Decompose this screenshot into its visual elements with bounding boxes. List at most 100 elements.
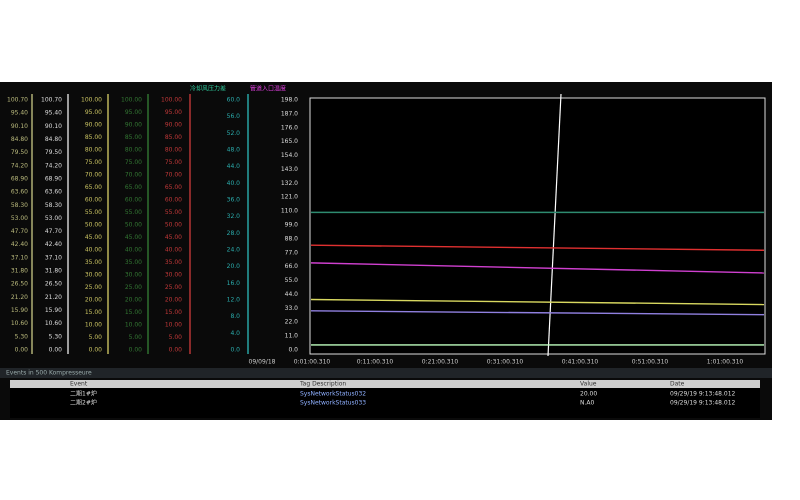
- axis-label: 187.0: [281, 110, 298, 117]
- axis-label: 53.00: [45, 215, 62, 222]
- table-cell: SysNetworkStatus033: [300, 400, 366, 407]
- axis-label: 90.00: [165, 122, 182, 129]
- axis-label: 100.70: [41, 97, 62, 104]
- axis-label: 33.0: [285, 305, 299, 312]
- table-cell: 二期2#炉: [70, 399, 97, 407]
- axis-label: 45.00: [85, 234, 102, 241]
- axis-label: 11.0: [285, 333, 299, 340]
- x-tick-label: 0:31:00.310: [487, 359, 524, 366]
- axis-label: 95.40: [45, 110, 62, 117]
- axis-label: 63.60: [11, 189, 28, 196]
- axis-label: 100.00: [81, 97, 102, 104]
- axis-label: 35.00: [85, 259, 102, 266]
- axis-label: 5.00: [129, 334, 143, 341]
- axis-label: 5.30: [49, 333, 63, 340]
- axis-label: 31.80: [11, 268, 28, 275]
- axis-label: 100.00: [121, 97, 142, 104]
- table-body: [10, 388, 760, 418]
- table-cell: 09/29/19 9:13:48.012: [670, 391, 736, 398]
- axis-label: 5.00: [169, 334, 183, 341]
- axis-label: 0.0: [288, 347, 298, 354]
- axis-label: 25.00: [85, 284, 102, 291]
- axis-label: 15.90: [45, 307, 62, 314]
- x-tick-label: 1:01:00.310: [707, 359, 744, 366]
- axis-label: 30.00: [85, 272, 102, 279]
- x-tick-label: 0:11:00.310: [357, 359, 394, 366]
- axis-label: 42.40: [11, 241, 28, 248]
- axis-label: 0.0: [230, 347, 240, 354]
- axis-label: 47.70: [11, 228, 28, 235]
- axis-label: 88.0: [285, 235, 299, 242]
- axis-label: 10.00: [85, 322, 102, 329]
- table-header-bar: [10, 380, 760, 388]
- axis-label: 176.0: [281, 124, 298, 131]
- axis-label: 95.00: [125, 109, 142, 116]
- axis-label: 37.10: [45, 254, 62, 261]
- axis-label: 5.30: [15, 333, 29, 340]
- axis-label: 55.00: [125, 209, 142, 216]
- axis-label: 77.0: [285, 249, 299, 256]
- axis-label: 55.00: [85, 209, 102, 216]
- trend-line: [310, 310, 765, 316]
- table-header: Value: [580, 381, 597, 388]
- axis-label: 0.00: [15, 347, 29, 354]
- axis-label: 58.30: [45, 202, 62, 209]
- trend-line: [310, 262, 765, 274]
- axis-label: 44.0: [285, 291, 299, 298]
- axis-label: 45.00: [125, 234, 142, 241]
- axis-label: 20.00: [125, 297, 142, 304]
- axis-label: 95.00: [85, 109, 102, 116]
- axis-label: 65.00: [125, 184, 142, 191]
- axis-label: 4.0: [230, 330, 240, 337]
- axis-label: 12.0: [227, 297, 241, 304]
- axis-label: 80.00: [125, 147, 142, 154]
- plot-area: [309, 97, 766, 355]
- axis-label: 100.00: [161, 97, 182, 104]
- axis-label: 110.0: [281, 208, 298, 215]
- axis-label: 95.00: [165, 109, 182, 116]
- axis-label: 30.00: [125, 272, 142, 279]
- axis-label: 95.40: [11, 110, 28, 117]
- axis-label: 50.00: [85, 222, 102, 229]
- axis-label: 10.00: [125, 322, 142, 329]
- axis-label: 70.00: [125, 172, 142, 179]
- axis-label: 40.00: [125, 247, 142, 254]
- legend-label: 冷却风压力差: [190, 85, 226, 93]
- axis-label: 20.00: [165, 297, 182, 304]
- axis-label: 80.00: [85, 147, 102, 154]
- axis-label: 80.00: [165, 147, 182, 154]
- trend-line: [310, 244, 765, 251]
- legend-label: 管道入口温度: [250, 85, 286, 93]
- axis-label: 52.0: [227, 130, 241, 137]
- axis-label: 132.0: [281, 180, 298, 187]
- axis-label: 121.0: [281, 194, 298, 201]
- trend-line: [310, 298, 765, 306]
- axis-label: 0.00: [49, 347, 63, 354]
- axis-label: 74.20: [45, 162, 62, 169]
- axis-label: 31.80: [45, 268, 62, 275]
- axis-label: 143.0: [281, 166, 298, 173]
- axis-label: 5.00: [89, 334, 103, 341]
- axis-label: 0.00: [169, 347, 183, 354]
- table-header: Tag Description: [299, 381, 346, 388]
- axis-label: 8.0: [230, 313, 240, 320]
- axis-label: 165.0: [281, 138, 298, 145]
- axis-label: 40.0: [227, 180, 241, 187]
- axis-label: 68.90: [45, 175, 62, 182]
- axis-label: 90.10: [45, 123, 62, 130]
- axis-label: 66.0: [285, 263, 299, 270]
- axis-label: 22.0: [285, 319, 299, 326]
- axis-label: 48.0: [227, 147, 241, 154]
- axis-label: 79.50: [11, 149, 28, 156]
- axis-label: 55.00: [165, 209, 182, 216]
- axis-label: 20.00: [85, 297, 102, 304]
- table-header: Event: [70, 381, 88, 388]
- axis-label: 15.00: [85, 309, 102, 316]
- axis-label: 26.50: [11, 281, 28, 288]
- axis-label: 84.80: [11, 136, 28, 143]
- axis-label: 25.00: [165, 284, 182, 291]
- table-cell: N.A0: [580, 400, 595, 407]
- axis-label: 15.90: [11, 307, 28, 314]
- axis-label: 16.0: [227, 280, 241, 287]
- axis-label: 0.00: [89, 347, 103, 354]
